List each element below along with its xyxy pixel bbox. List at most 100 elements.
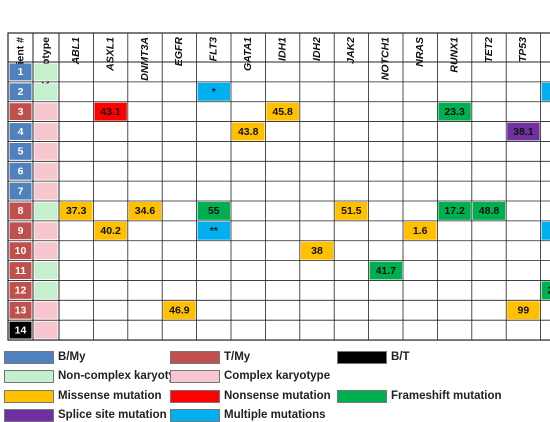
patient-id: 10	[15, 245, 27, 257]
mutation-cell-asxl1-9	[94, 221, 127, 240]
legend-swatch	[337, 389, 387, 403]
mutation-cell-notch1-11	[369, 261, 402, 280]
legend-item-nonsense-mutation: Nonsense mutation	[170, 389, 331, 403]
legend-label: Non-complex karyotype	[58, 370, 189, 382]
patient-cell	[9, 222, 32, 240]
legend-label: Multiple mutations	[224, 409, 326, 421]
legend-item-b-my: B/My	[4, 350, 85, 364]
mutation-value: 17.2	[444, 205, 465, 217]
mutation-value: 23.3	[444, 106, 465, 118]
legend-swatch	[4, 389, 54, 403]
patient-id: 1	[18, 66, 24, 78]
header-gene-tp53: TP53	[517, 37, 529, 62]
header-gene-tet2: TET2	[483, 37, 495, 63]
header-gene-notch1: NOTCH1	[380, 37, 392, 80]
patient-id: 4	[18, 126, 24, 138]
karyotype-cell	[34, 202, 58, 220]
patient-cell	[9, 123, 32, 140]
header-gene-flt3: FLT3	[208, 37, 220, 61]
header-gene-dnmt3a: DNMT3A	[139, 37, 151, 81]
legend-label: Frameshift mutation	[391, 390, 502, 402]
patient-cell	[9, 83, 32, 101]
legend-label: Complex karyotype	[224, 370, 331, 382]
mutation-cell-tet2-8	[472, 202, 506, 220]
karyotype-cell	[34, 162, 58, 180]
mutation-value: 37.3	[66, 205, 87, 217]
karyotype-cell	[34, 123, 58, 140]
mutation-value: 45.8	[272, 106, 293, 118]
patient-id: 5	[18, 146, 24, 158]
legend-swatch	[170, 408, 220, 422]
patient-cell	[9, 202, 32, 220]
legend-label: B/T	[391, 351, 410, 363]
mutation-cell-idh1-3	[266, 102, 299, 121]
legend-swatch	[4, 369, 54, 383]
mutation-cell-wt1-9	[541, 221, 550, 240]
header-gene-asxl1: ASXL1	[104, 37, 116, 72]
karyotype-cell	[34, 83, 58, 101]
legend-swatch	[337, 350, 387, 364]
legend-label: Missense mutation	[58, 390, 162, 402]
legend-item-b-t: B/T	[337, 350, 410, 364]
legend-swatch	[170, 350, 220, 364]
legend-label: Splice site mutation	[58, 409, 167, 421]
mutation-cell-jak2-8	[335, 202, 368, 220]
mutation-cell-tp53-13	[507, 301, 540, 320]
karyotype-cell	[34, 262, 58, 279]
mutation-cell-flt3-9	[197, 221, 230, 240]
patient-id: 13	[15, 305, 27, 317]
patient-cell	[9, 301, 32, 319]
legend-label: T/My	[224, 351, 251, 363]
patient-id: 8	[18, 205, 24, 217]
mutation-value: 99	[518, 305, 530, 317]
mutation-cell-runx1-3	[438, 102, 471, 121]
karyotype-cell	[34, 182, 58, 200]
mutation-cell-asxl1-3	[94, 102, 127, 121]
legend-item-splice-site-mutation: Splice site mutation	[4, 408, 167, 422]
header-gene-gata1: GATA1	[242, 37, 254, 71]
patient-id: 6	[18, 166, 24, 178]
mutation-cell-flt3-8	[197, 202, 230, 220]
mutation-value: 48.8	[479, 205, 500, 217]
mutation-cell-wt1-12	[541, 281, 550, 300]
karyotype-cell	[34, 63, 58, 81]
table-border	[7, 32, 550, 341]
header-gene-jak2: JAK2	[345, 37, 357, 64]
patient-id: 12	[15, 285, 27, 297]
header-gene-abl1: ABL1	[70, 37, 82, 66]
mutation-cell-dnmt3a-8	[128, 202, 162, 220]
patient-cell	[9, 242, 32, 260]
mutation-cell-runx1-8	[438, 202, 471, 220]
mutation-value: 41.7	[376, 265, 397, 277]
mutation-value: 38.1	[513, 126, 534, 138]
header-karyotype: Karyotype	[40, 37, 52, 89]
patient-id: 2	[18, 86, 24, 98]
patient-cell	[9, 262, 32, 279]
mutation-value: 46.9	[169, 305, 190, 317]
header-gene-idh2: IDH2	[311, 37, 323, 61]
mutation-value: 40.2	[100, 225, 121, 237]
patient-cell	[9, 182, 32, 200]
mutation-cell-egfr-13	[163, 301, 196, 320]
mutation-value: **	[210, 225, 219, 237]
mutation-cell-tp53-4	[507, 122, 540, 141]
patient-cell	[9, 281, 32, 299]
legend-item-missense-mutation: Missense mutation	[4, 389, 162, 403]
mutation-cell-wt1-2	[541, 82, 550, 101]
legend-item-frameshift-mutation: Frameshift mutation	[337, 389, 502, 403]
mutation-value: 1.6	[413, 225, 428, 237]
header-gene-nras: NRAS	[414, 37, 426, 67]
legend-item-multiple-mutations: Multiple mutations	[170, 408, 326, 422]
patient-id: 7	[18, 185, 24, 197]
karyotype-cell	[34, 222, 58, 240]
patient-cell	[9, 142, 32, 160]
mutation-cell-idh2-10	[300, 241, 334, 260]
patient-cell	[9, 162, 32, 180]
legend-swatch	[170, 369, 220, 383]
karyotype-cell	[34, 242, 58, 260]
mutation-value: 51.5	[341, 205, 362, 217]
karyotype-cell	[34, 301, 58, 319]
karyotype-cell	[34, 321, 58, 339]
patient-id: 11	[15, 265, 26, 277]
legend-item-complex-karyotype: Complex karyotype	[170, 369, 330, 383]
